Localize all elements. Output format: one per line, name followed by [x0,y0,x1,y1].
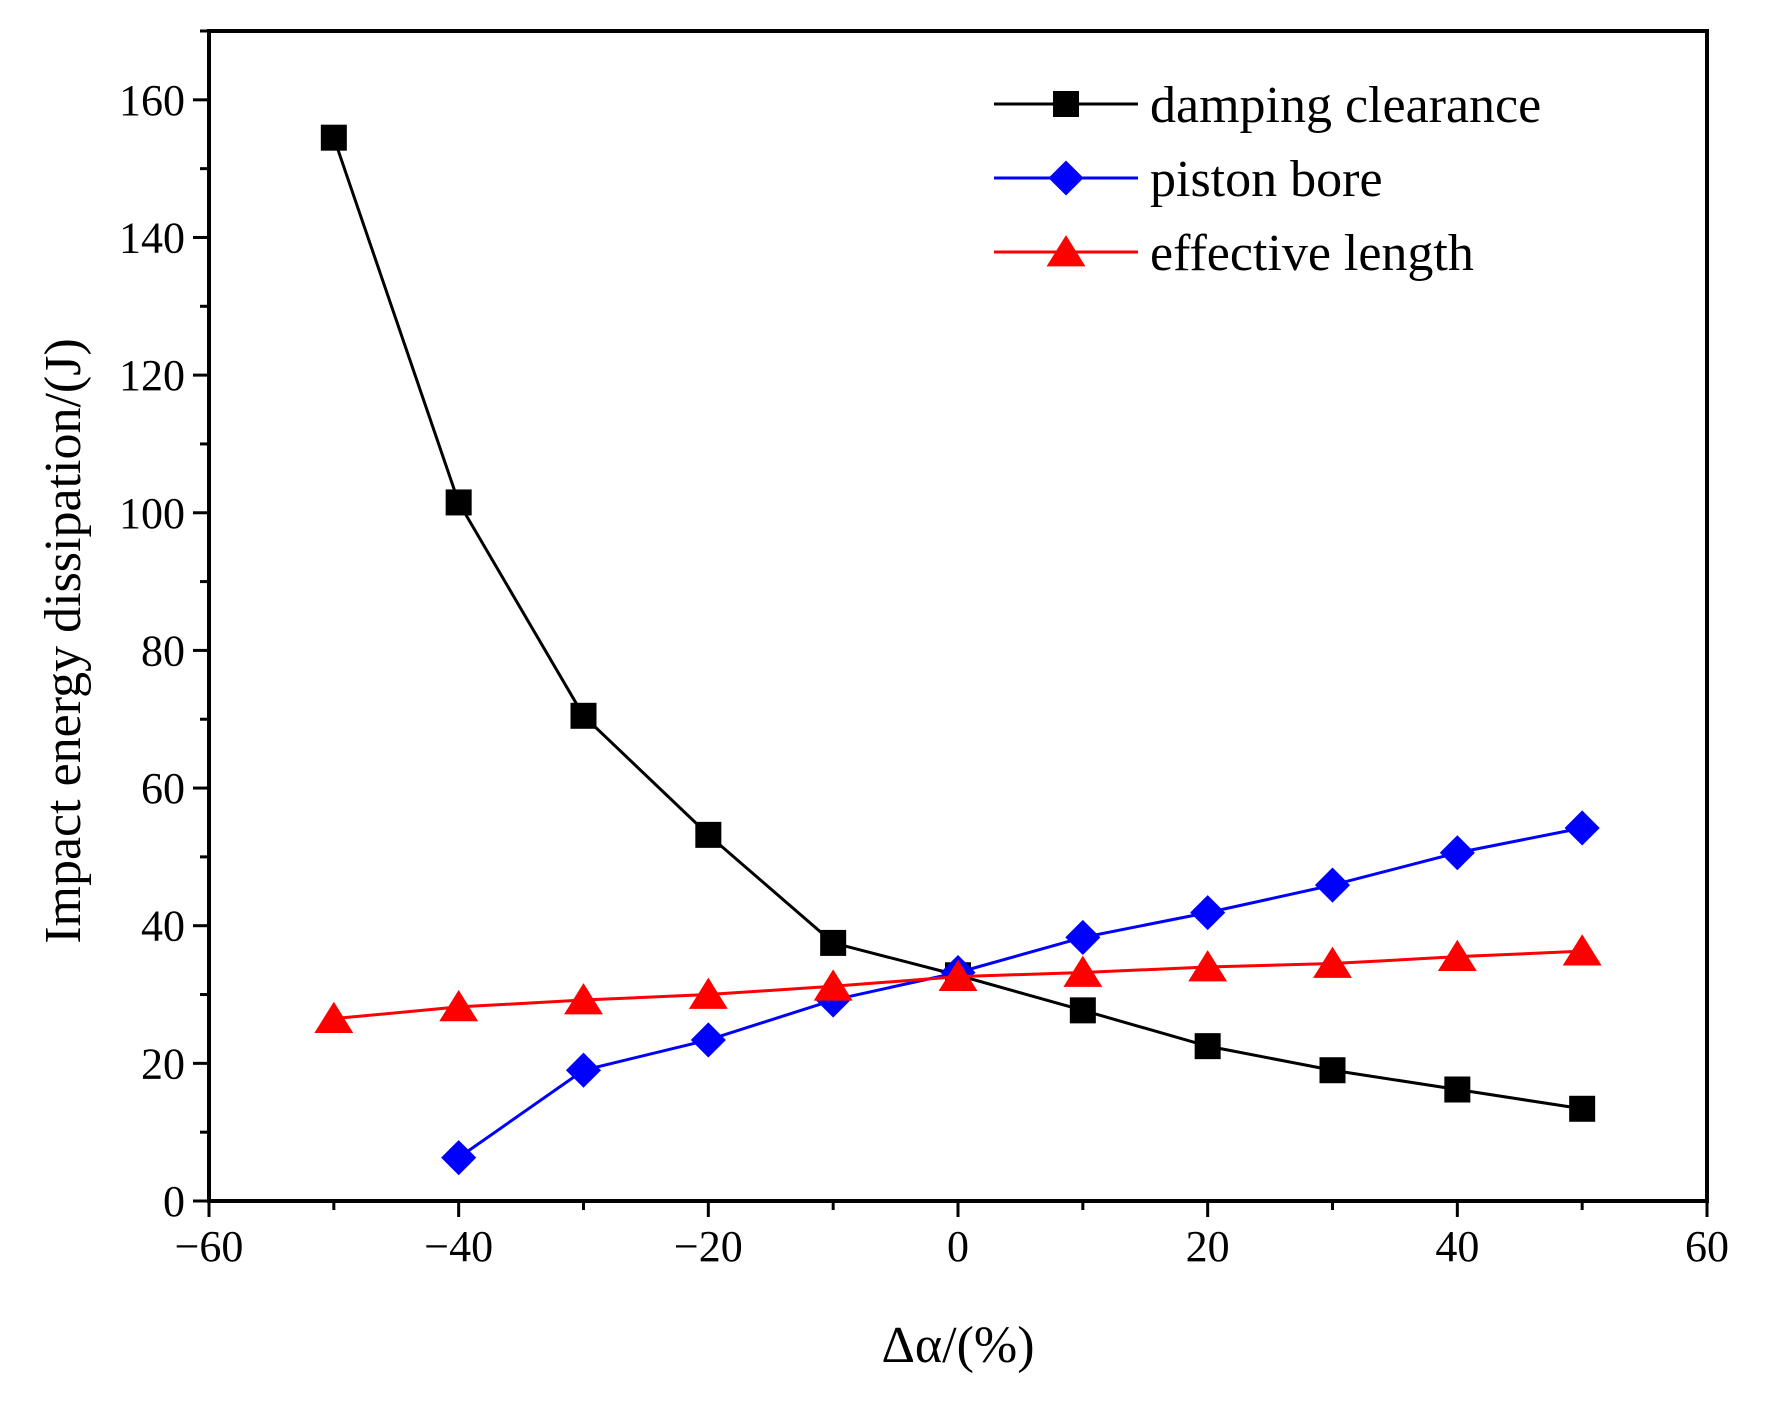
legend-marker [1046,235,1086,267]
effective-length-point [813,969,853,1001]
piston-bore-point [1190,895,1226,931]
x-axis-title: Δα/(%) [881,1317,1034,1374]
series-effective-length [314,934,1602,1033]
damping-clearance-point [1194,1033,1221,1060]
effective-length-point [1063,955,1103,987]
x-tick-label: −20 [674,1222,743,1271]
damping-clearance-point [320,124,347,151]
piston-bore-point [1065,919,1101,955]
piston-bore-point [690,1022,726,1058]
x-tick-label: 60 [1685,1222,1729,1271]
piston-bore-line [457,826,1583,1159]
legend-label: effective length [1150,225,1474,282]
x-tick-label: −40 [424,1222,493,1271]
y-tick-label: 120 [119,351,185,400]
x-tick-label: 0 [947,1222,969,1271]
damping-clearance-point [820,929,847,956]
legend-marker [1053,91,1079,117]
legend-item-damping-clearance: damping clearance [994,77,1541,134]
x-tick-label: −60 [175,1222,244,1271]
legend-label: piston bore [1150,151,1383,208]
axis-ticks [193,29,1709,1217]
damping-clearance-point [570,702,597,729]
effective-length-point [439,990,479,1022]
y-tick-label: 40 [141,902,185,951]
y-tick-label: 60 [141,764,185,813]
legend-label: damping clearance [1150,77,1541,134]
y-tick-label: 140 [119,213,185,262]
damping-clearance-point [445,489,472,516]
effective-length-point [1562,934,1602,966]
piston-bore-point [441,1140,477,1176]
piston-bore-point [1564,810,1600,846]
piston-bore-point [565,1052,602,1088]
plot-frame [207,29,1709,1203]
effective-length-point [564,983,603,1015]
piston-bore-point [1314,867,1351,903]
y-tick-label: 80 [141,626,185,675]
y-tick-label: 20 [141,1039,185,1088]
y-tick-label: 160 [119,76,185,125]
plot-content [314,124,1602,1176]
effective-length-point [314,1001,354,1033]
damping-clearance-point [1069,997,1096,1024]
legend: damping clearance piston bore effective le… [994,77,1541,282]
legend-item-effective-length: effective length [994,225,1474,282]
effective-length-point [938,959,978,992]
x-tick-label: 40 [1435,1222,1479,1271]
legend-marker [1048,160,1084,196]
piston-bore-point [1439,835,1475,871]
damping-clearance-point [1319,1057,1346,1084]
damping-clearance-point [1569,1095,1596,1122]
effective-length-point [1437,939,1477,972]
y-tick-label: 100 [119,489,185,538]
axis-tick-labels: −60 −40 −20 0 20 40 60 0 20 40 60 80 100 120 140 160 [119,76,1729,1271]
damping-clearance-point [695,821,722,848]
effective-length-point [1313,946,1352,978]
effective-length-point [688,977,728,1009]
y-tick-label: 0 [163,1177,185,1226]
effective-length-point [1188,950,1228,982]
x-tick-label: 20 [1186,1222,1230,1271]
legend-item-piston-bore: piston bore [994,151,1383,208]
y-axis-title: Impact energy dissipation/(J) [35,338,92,944]
series-piston-bore [441,810,1600,1176]
damping-clearance-point [1444,1076,1471,1103]
